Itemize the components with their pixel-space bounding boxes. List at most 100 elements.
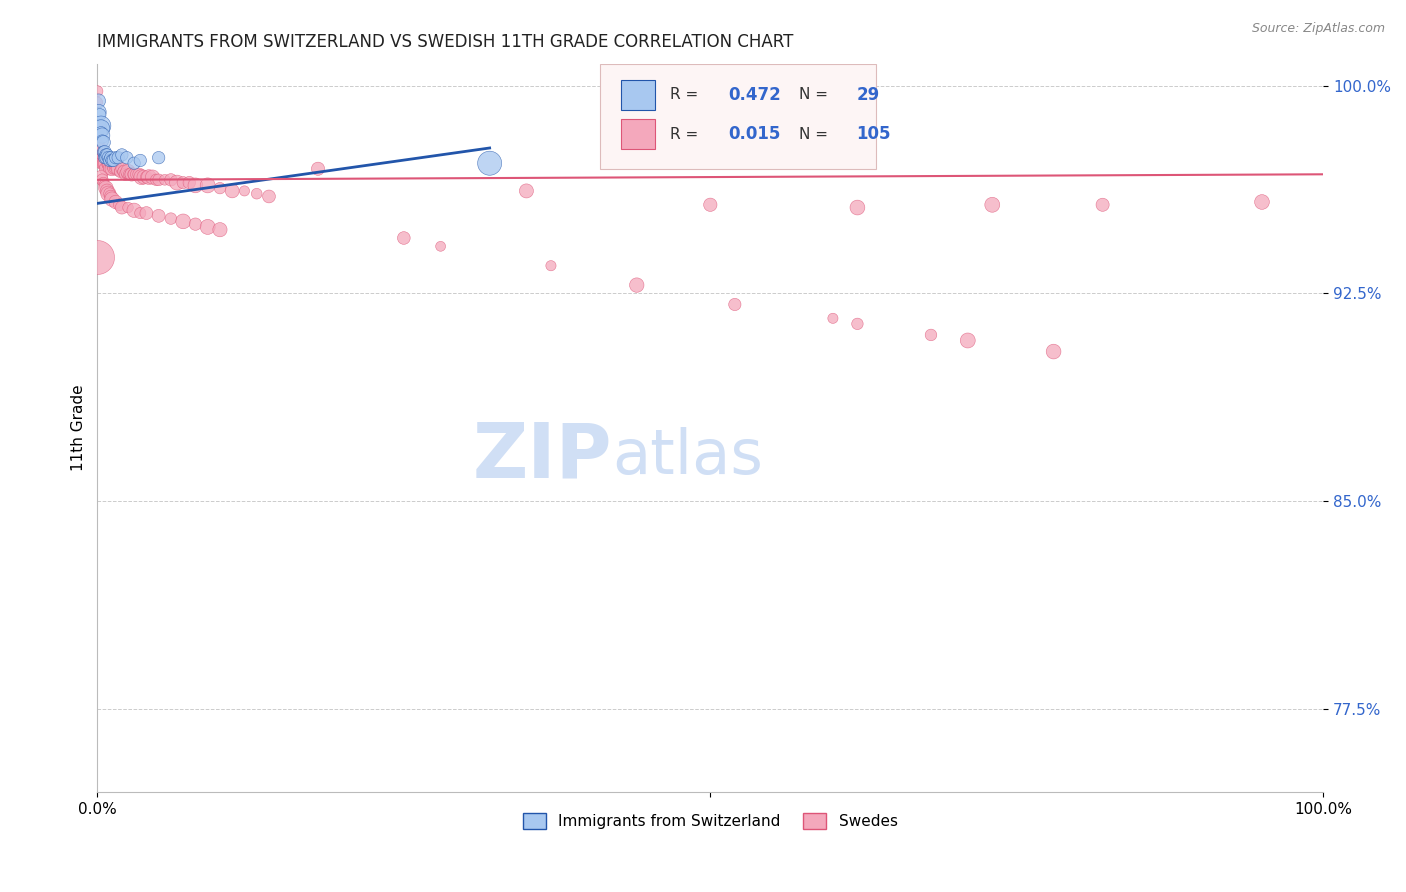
Point [94, 156, 117, 170]
Point [101, 192, 124, 206]
Point [104, 194, 127, 209]
Point [93, 178, 115, 193]
Point [121, 167, 143, 181]
Point [160, 173, 183, 187]
Text: N =: N = [799, 87, 832, 103]
Point [91, 156, 114, 170]
Point [129, 206, 152, 220]
Point [97, 151, 120, 165]
Y-axis label: 11th Grade: 11th Grade [72, 384, 86, 471]
Point [699, 198, 721, 212]
Point [160, 211, 183, 226]
Point [179, 176, 201, 190]
Point [93, 176, 115, 190]
Point [94, 181, 117, 195]
Point [89, 108, 111, 122]
Point [86, 84, 108, 98]
Point [104, 159, 127, 173]
Point [122, 167, 145, 181]
Point [90, 119, 112, 133]
Point [429, 239, 451, 253]
Point [257, 189, 280, 203]
Point [89, 142, 111, 156]
Point [148, 209, 170, 223]
Point [86, 95, 108, 110]
Point [111, 148, 134, 162]
Point [112, 164, 135, 178]
Point [115, 167, 138, 181]
Text: R =: R = [669, 87, 703, 103]
Text: N =: N = [799, 127, 832, 142]
Point [94, 148, 117, 162]
Text: atlas: atlas [612, 427, 763, 487]
Point [98, 161, 121, 176]
Text: 0.015: 0.015 [728, 125, 782, 144]
Point [90, 153, 112, 168]
Point [101, 161, 124, 176]
Point [91, 128, 114, 143]
Point [104, 151, 127, 165]
Point [172, 176, 194, 190]
Point [91, 134, 114, 148]
Point [98, 156, 121, 170]
Point [93, 153, 115, 168]
Point [100, 151, 122, 165]
Point [87, 121, 110, 136]
Point [111, 161, 134, 176]
Point [208, 223, 231, 237]
Point [117, 164, 139, 178]
Point [184, 217, 207, 231]
Bar [621, 119, 655, 150]
Point [103, 161, 125, 176]
Text: 105: 105 [856, 125, 890, 144]
Point [208, 181, 231, 195]
Point [103, 153, 125, 168]
FancyBboxPatch shape [600, 63, 876, 169]
Bar [621, 79, 655, 110]
Point [110, 164, 132, 178]
Point [172, 214, 194, 228]
Point [129, 153, 152, 168]
Point [821, 311, 844, 326]
Point [1042, 344, 1064, 359]
Text: ZIP: ZIP [472, 420, 612, 494]
Point [221, 184, 243, 198]
Point [626, 278, 648, 293]
Point [87, 94, 110, 108]
Point [846, 317, 869, 331]
Point [197, 219, 219, 234]
Point [117, 201, 139, 215]
Point [478, 156, 501, 170]
Point [97, 159, 120, 173]
Point [246, 186, 269, 201]
Point [1251, 194, 1274, 209]
Point [107, 161, 129, 176]
Point [125, 167, 148, 181]
Point [93, 145, 115, 160]
Point [128, 167, 150, 181]
Point [87, 139, 110, 153]
Point [108, 198, 131, 212]
Point [96, 156, 118, 170]
Point [90, 126, 112, 140]
Point [115, 151, 138, 165]
Point [98, 153, 121, 168]
Point [89, 119, 111, 133]
Point [94, 161, 117, 176]
Point [93, 156, 115, 170]
Point [93, 156, 115, 170]
Point [105, 161, 128, 176]
Point [93, 151, 115, 165]
Point [141, 170, 163, 185]
Point [135, 206, 157, 220]
Point [148, 151, 170, 165]
Point [93, 151, 115, 165]
Point [96, 184, 118, 198]
Point [138, 170, 160, 185]
Text: 0.472: 0.472 [728, 86, 782, 103]
Point [307, 161, 329, 176]
Point [112, 164, 135, 178]
Point [114, 167, 136, 181]
Point [153, 173, 176, 187]
Point [91, 173, 114, 187]
